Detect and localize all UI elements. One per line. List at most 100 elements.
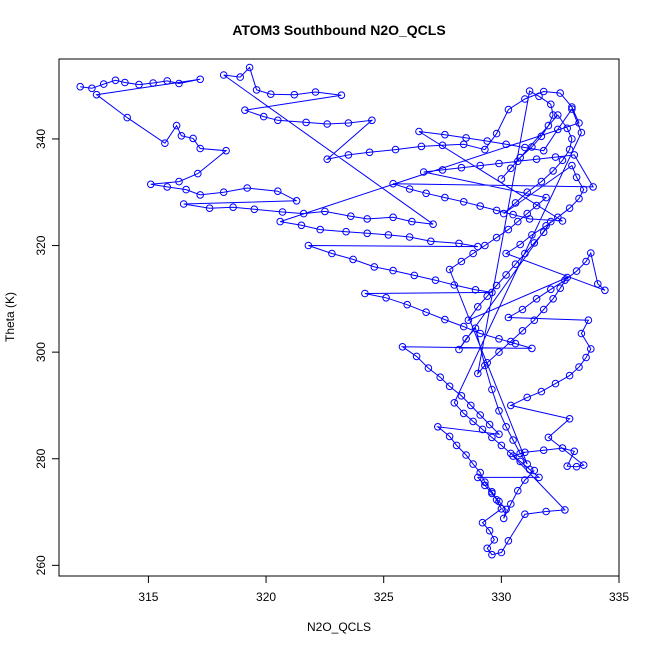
data-point [584,316,593,325]
data-point [474,242,482,251]
data-point [459,409,468,418]
data-point [504,105,513,114]
data-point [241,106,249,114]
data-point [417,142,426,151]
x-tick-label: 335 [609,590,629,604]
series-line [80,66,606,556]
data-point [507,500,515,508]
data-point [565,145,574,154]
data-point [337,91,346,99]
data-point [481,145,489,154]
data-point [521,448,529,457]
data-point [568,105,576,113]
data-point [568,135,576,143]
data-point [530,316,539,325]
data-point [521,510,529,519]
data-point [521,249,529,258]
data-point [245,63,254,72]
data-point [516,153,525,162]
data-point [445,382,454,391]
data-point [537,387,546,396]
data-point [589,183,597,191]
data-point [568,161,576,170]
data-point [495,497,503,506]
data-point [525,465,534,474]
data-point [547,100,555,109]
data-point [415,127,423,136]
data-point [587,345,595,353]
data-point [427,237,435,246]
data-point [507,401,515,410]
data-point [523,188,532,196]
data-point [349,255,357,264]
data-point [497,505,506,513]
data-point [321,207,329,216]
data-point [464,316,473,325]
data-point [389,266,397,275]
data-point [492,206,501,215]
data-point [222,146,230,155]
data-point [363,215,372,223]
data-point [99,80,108,88]
data-point [474,369,482,378]
data-point [556,89,565,97]
data-point [504,313,513,322]
data-point [556,284,565,293]
data-point [532,201,541,210]
data-point [274,116,282,125]
data-point [549,295,557,303]
data-point [530,239,539,247]
data-point [499,209,508,218]
data-point [570,151,579,159]
y-tick-label: 320 [34,235,48,255]
data-point [196,191,204,199]
data-point [570,447,579,456]
data-point [558,156,567,165]
y-axis-label: Theta (K) [3,292,17,342]
data-point [297,221,306,230]
data-point [579,185,588,194]
data-point [424,364,433,372]
data-point [518,327,527,335]
data-point [323,120,332,128]
data-point [474,303,482,311]
data-point [175,79,183,88]
data-point [516,449,525,458]
data-point [539,87,548,96]
data-point [250,205,259,214]
data-point [123,113,131,122]
data-point [469,417,477,426]
data-point [495,348,503,356]
data-point [551,379,560,388]
data-point [532,295,541,303]
y-tick-label: 260 [34,555,48,575]
data-point [565,204,574,212]
data-point [342,227,350,236]
data-point [474,473,482,482]
data-point [535,473,543,482]
data-point [219,188,228,196]
data-point [476,161,485,170]
data-point [462,134,470,142]
data-point [504,225,513,234]
data-point [457,257,466,266]
data-point [476,468,485,477]
data-point [189,134,197,143]
data-point [492,233,501,242]
data-point [469,460,477,468]
data-point [111,76,120,85]
data-point [391,145,400,154]
data-point [554,213,562,222]
data-point [521,476,529,484]
data-point [507,337,515,346]
data-point [488,550,496,559]
data-point [587,249,595,257]
data-point [572,173,581,182]
data-point [558,217,567,225]
data-point [507,164,515,173]
data-point [149,79,157,87]
data-point [528,231,536,239]
data-point [485,420,494,429]
data-point [344,151,353,159]
data-point [532,155,541,163]
